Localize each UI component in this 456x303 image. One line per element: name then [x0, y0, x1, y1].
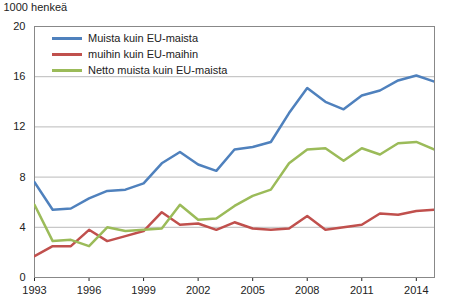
html-text:Netto muista kuin EU-maista: Netto muista kuin EU-maista [88, 64, 228, 76]
svg-text:1996: 1996 [77, 284, 101, 296]
svg-text:16: 16 [13, 70, 25, 82]
svg-text:1999: 1999 [131, 284, 155, 296]
svg-text:8: 8 [19, 171, 25, 183]
svg-text:2002: 2002 [186, 284, 210, 296]
svg-text:4: 4 [19, 221, 25, 233]
svg-text:2008: 2008 [295, 284, 319, 296]
html-text:Muista kuin EU-maista: Muista kuin EU-maista [88, 32, 198, 44]
svg-text:2014: 2014 [404, 284, 428, 296]
svg-text:1993: 1993 [22, 284, 46, 296]
svg-text:20: 20 [13, 20, 25, 32]
html-text:muihin kuin EU-maihin: muihin kuin EU-maihin [88, 48, 198, 60]
svg-text:12: 12 [13, 120, 25, 132]
svg-text:1000 henkeä: 1000 henkeä [4, 1, 68, 13]
svg-text:0: 0 [19, 271, 25, 283]
svg-text:2011: 2011 [350, 284, 374, 296]
svg-text:2005: 2005 [240, 284, 264, 296]
